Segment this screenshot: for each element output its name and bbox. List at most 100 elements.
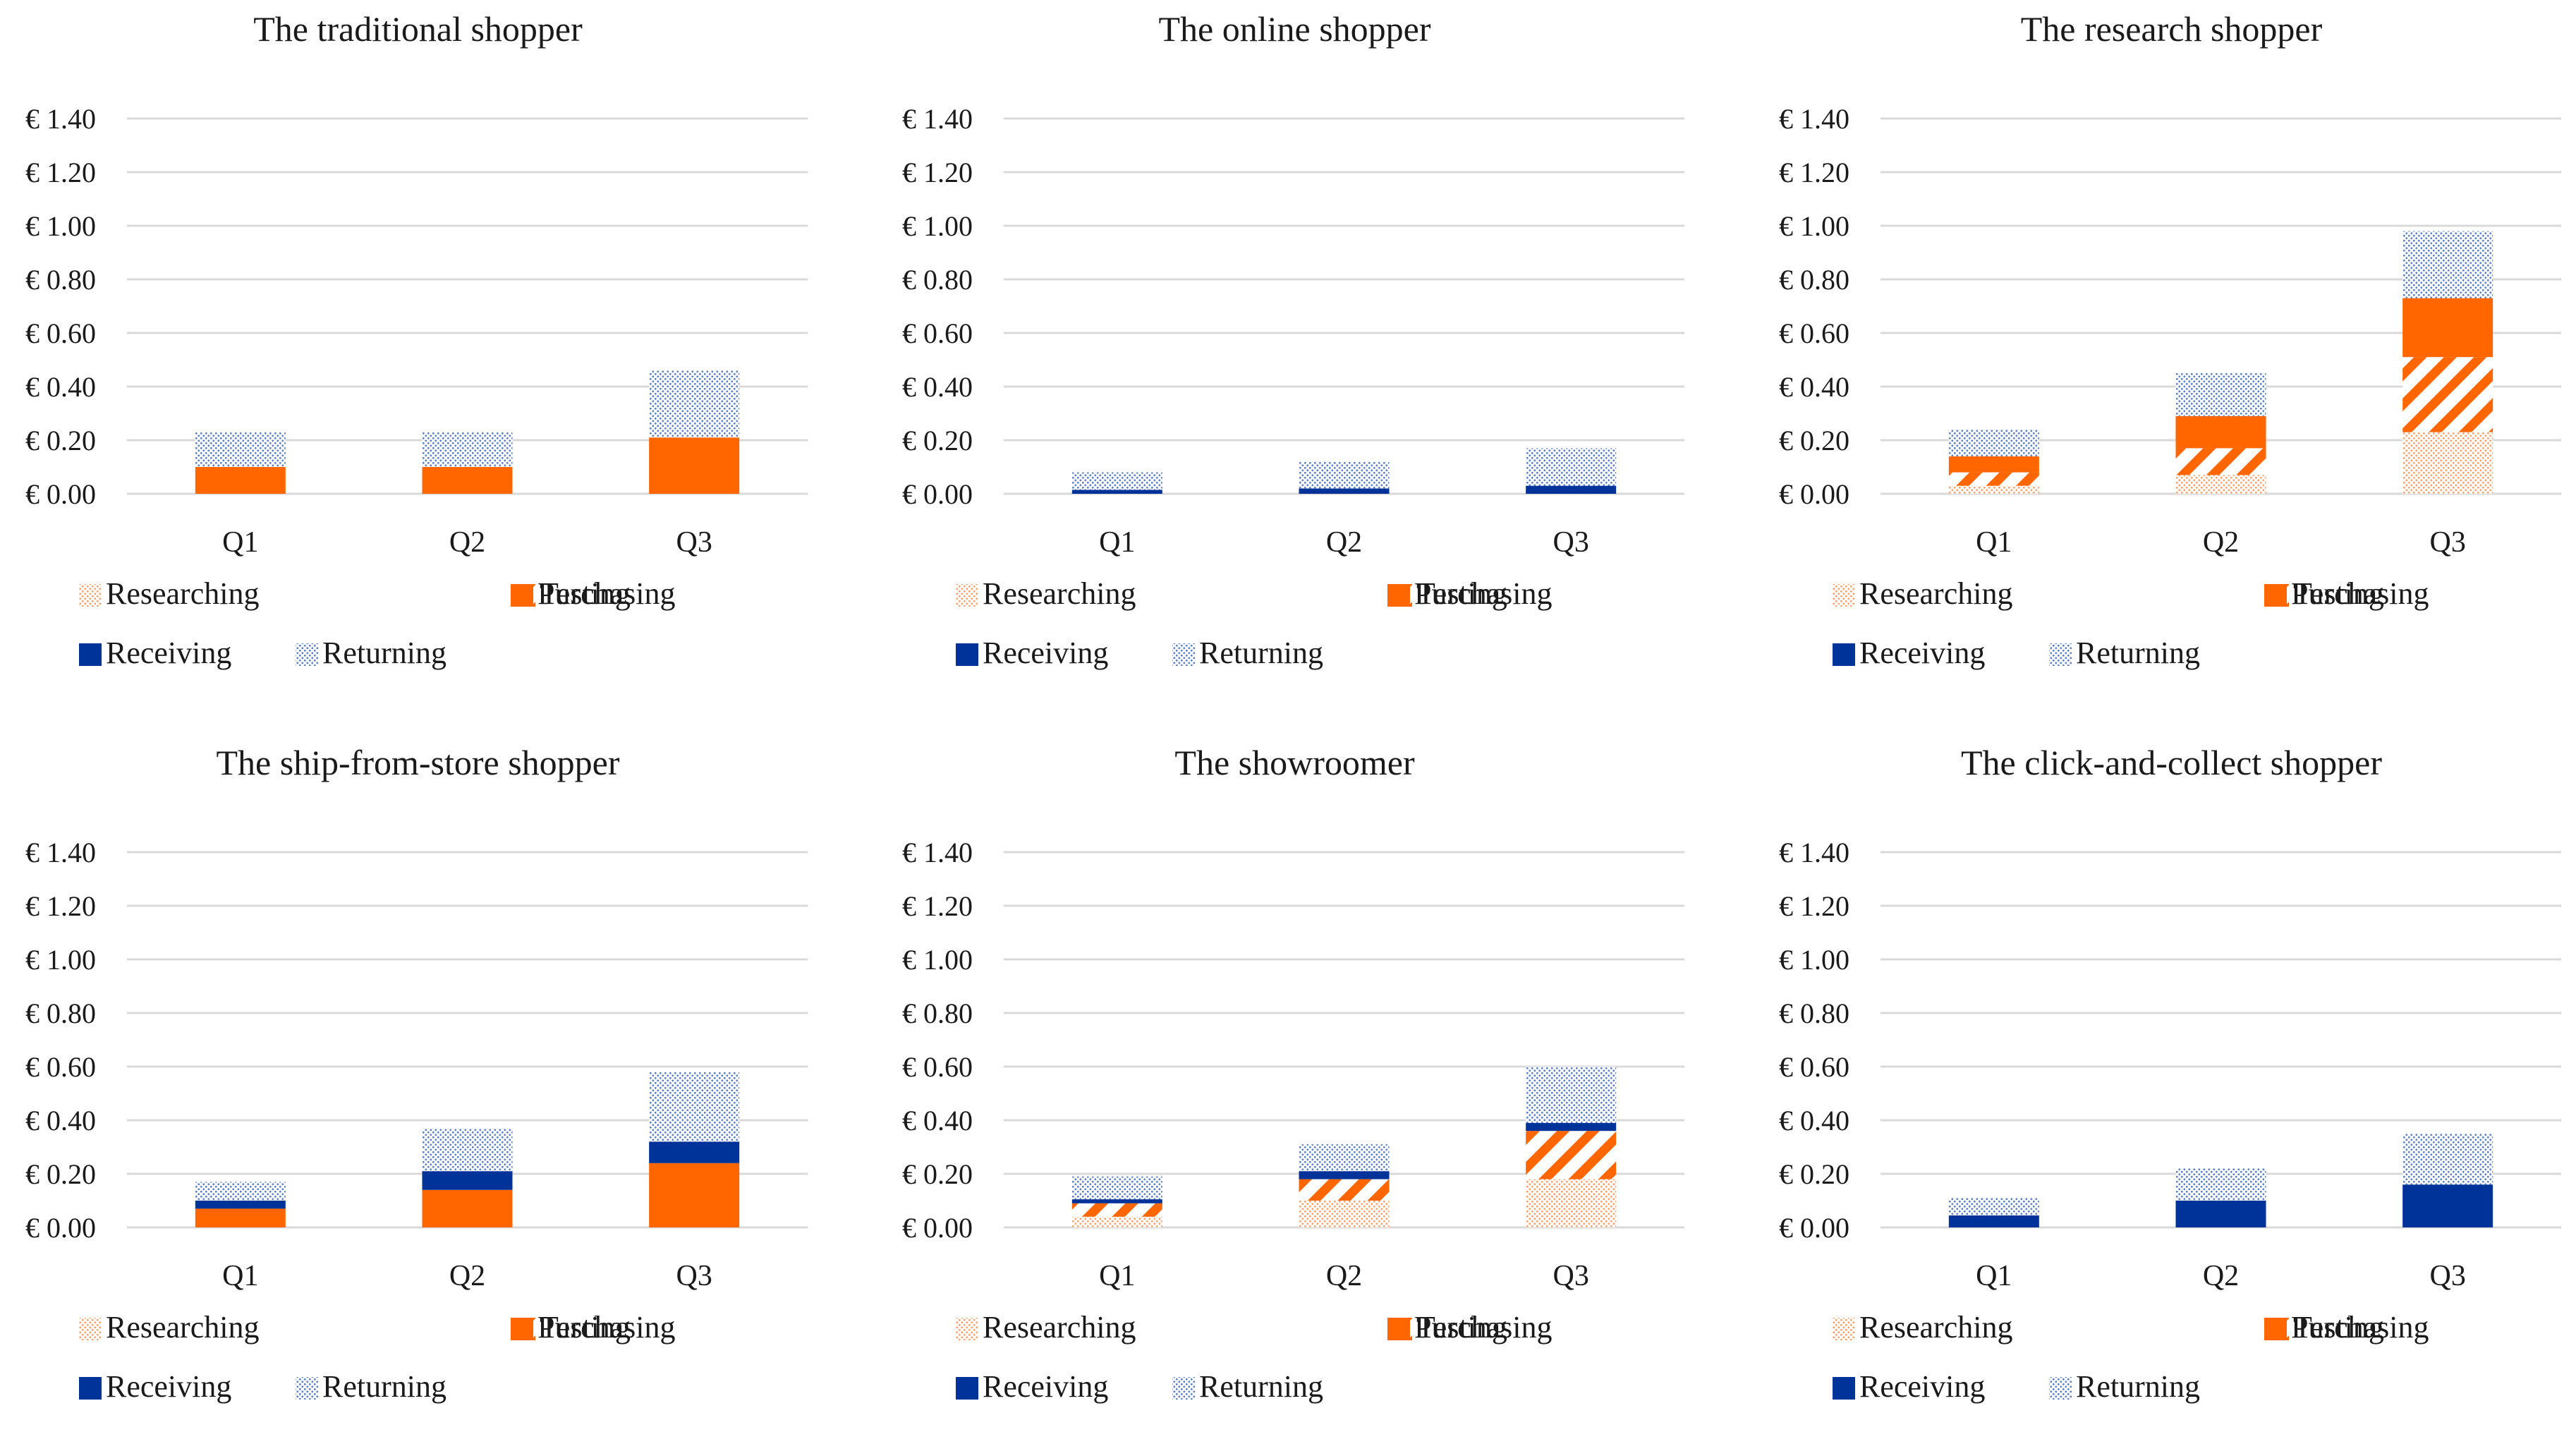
y-tick-label: € 1.40 [1779, 103, 1849, 135]
legend-swatch-purchasing [2264, 584, 2287, 607]
y-tick-label: € 0.40 [25, 1105, 96, 1136]
y-tick-label: € 0.20 [902, 425, 973, 456]
bar-returning-q2 [2175, 373, 2266, 416]
bar-returning-q1 [1948, 1198, 2039, 1215]
chart-title: The online shopper [1158, 9, 1430, 49]
chart-panel-5: The showroomer € 0.00 € 0.20 € 0.40 € 0.60 € … [902, 743, 1684, 1404]
legend-swatch-researching [79, 584, 102, 607]
x-tick-label: Q3 [676, 1260, 712, 1292]
y-tick-label: € 1.40 [25, 837, 96, 868]
y-tick-label: € 0.80 [25, 997, 96, 1029]
bar-purchasing-q2 [422, 467, 513, 494]
y-tick-label: € 0.00 [1779, 1212, 1849, 1244]
bar-returning-q2 [1299, 1144, 1390, 1172]
bar-researching-q1 [1948, 485, 2039, 494]
legend-swatch-receiving [1833, 1377, 1855, 1400]
bar-researching-q2 [1299, 1201, 1390, 1227]
y-tick-label: € 0.20 [1779, 1158, 1849, 1190]
x-tick-label: Q3 [676, 526, 712, 559]
y-tick-label: € 0.00 [1779, 478, 1849, 510]
y-tick-label: € 0.20 [1779, 425, 1849, 456]
x-tick-label: Q3 [1553, 526, 1588, 559]
bar-researching-q3 [2402, 432, 2493, 494]
chart-title: The click-and-collect shopper [1961, 743, 2382, 782]
bar-returning-q2 [422, 432, 513, 467]
y-tick-label: € 0.40 [902, 1105, 973, 1136]
legend-label-researching: Researching [1859, 576, 2012, 611]
legend-label-receiving: Receiving [1859, 636, 1985, 670]
bar-purchasing-q3 [2402, 298, 2493, 358]
y-tick-label: € 0.00 [25, 1212, 96, 1244]
x-tick-label: Q2 [2203, 1260, 2239, 1292]
chart-title: The traditional shopper [253, 9, 583, 49]
x-tick-label: Q2 [449, 1260, 485, 1292]
y-tick-label: € 1.20 [902, 157, 973, 188]
bar-testing-q1 [1071, 1203, 1162, 1217]
legend-swatch-receiving [79, 643, 102, 666]
bar-receiving-q3 [649, 1141, 740, 1163]
legend-swatch-returning [296, 1377, 318, 1400]
bar-receiving-q2 [2175, 1201, 2266, 1227]
y-tick-label: € 0.60 [25, 317, 96, 349]
legend-label-purchasing: Purchasing [2291, 1310, 2429, 1345]
legend-label-returning: Returning [2076, 1369, 2200, 1404]
bar-receiving-q3 [1526, 1122, 1617, 1131]
x-tick-label: Q1 [222, 526, 258, 559]
bar-purchasing-q1 [1948, 456, 2039, 473]
legend-swatch-receiving [956, 643, 978, 666]
y-tick-label: € 0.80 [1779, 264, 1849, 296]
legend-swatch-receiving [956, 1377, 978, 1400]
bar-returning-q2 [2175, 1168, 2266, 1201]
x-tick-label: Q3 [2429, 526, 2465, 559]
bar-researching-q2 [2175, 475, 2266, 494]
legend-label-testing: Testing [2293, 1310, 2384, 1345]
y-tick-label: € 0.40 [1779, 1105, 1849, 1136]
bar-purchasing-q1 [195, 1208, 286, 1227]
y-tick-label: € 1.00 [902, 210, 973, 242]
legend-label-returning: Returning [2076, 636, 2200, 670]
legend-label-researching: Researching [1859, 1310, 2012, 1345]
legend-swatch-researching [1833, 584, 1855, 607]
legend-swatch-returning [2049, 1377, 2072, 1400]
y-tick-label: € 0.80 [902, 264, 973, 296]
legend-label-testing: Testing [540, 576, 631, 611]
legend-swatch-returning [1172, 643, 1195, 666]
legend-label-purchasing: Purchasing [1414, 1310, 1553, 1345]
y-tick-label: € 0.20 [25, 425, 96, 456]
legend-swatch-receiving [79, 1377, 102, 1400]
chart-panel-4: The ship-from-store shopper € 0.00 € 0.20 €… [25, 743, 808, 1404]
legend-label-receiving: Receiving [1859, 1369, 1985, 1404]
y-tick-label: € 0.60 [902, 317, 973, 349]
chart-title: The research shopper [2021, 9, 2323, 49]
legend-swatch-purchasing [1387, 1318, 1410, 1340]
bar-receiving-q1 [1071, 490, 1162, 494]
chart-panel-3: The research shopper € 0.00 € 0.20 € 0.40 € … [1779, 9, 2561, 670]
chart-panel-1: The traditional shopper € 0.00 € 0.20 € 0.4… [25, 9, 808, 670]
x-tick-label: Q1 [1976, 526, 2012, 559]
x-tick-label: Q2 [2203, 526, 2239, 559]
legend-label-researching: Researching [106, 1310, 259, 1345]
legend-swatch-purchasing [1387, 584, 1410, 607]
x-tick-label: Q1 [222, 1260, 258, 1292]
y-tick-label: € 1.20 [902, 890, 973, 922]
bar-purchasing-q2 [422, 1189, 513, 1227]
bar-testing-q2 [2175, 448, 2266, 475]
x-tick-label: Q2 [449, 526, 485, 559]
legend-label-purchasing: Purchasing [537, 576, 676, 611]
bar-returning-q1 [1948, 429, 2039, 456]
x-tick-label: Q1 [1099, 1260, 1135, 1292]
bar-receiving-q3 [1526, 485, 1617, 494]
y-tick-label: € 0.00 [902, 1212, 973, 1244]
y-tick-label: € 0.80 [25, 264, 96, 296]
bar-returning-q3 [2402, 231, 2493, 298]
chart-panel-2: The online shopper € 0.00 € 0.20 € 0.40 € 0.… [902, 9, 1684, 670]
y-tick-label: € 1.40 [902, 837, 973, 868]
legend-label-receiving: Receiving [983, 636, 1108, 670]
legend-swatch-researching [79, 1318, 102, 1340]
bar-receiving-q1 [1071, 1199, 1162, 1203]
bar-testing-q1 [1948, 472, 2039, 486]
legend-swatch-purchasing [511, 1318, 533, 1340]
x-tick-label: Q3 [1553, 1260, 1588, 1292]
